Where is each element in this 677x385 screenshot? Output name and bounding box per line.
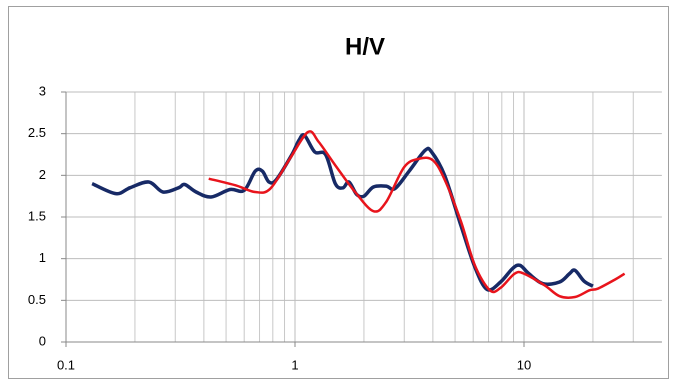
y-tick-label: 0.5 <box>28 292 46 307</box>
y-tick-label: 2.5 <box>28 125 46 140</box>
y-tick-label: 1 <box>39 250 46 265</box>
y-tick-label: 1.5 <box>28 208 46 223</box>
y-tick-label: 3 <box>39 83 46 98</box>
y-tick-label: 0 <box>39 333 46 348</box>
x-tick-label: 0.1 <box>57 357 75 372</box>
x-tick-label: 1 <box>291 357 298 372</box>
chart-title: H/V <box>345 33 385 60</box>
y-tick-label: 2 <box>39 167 46 182</box>
x-tick-label: 10 <box>517 357 531 372</box>
series-line <box>208 130 626 299</box>
